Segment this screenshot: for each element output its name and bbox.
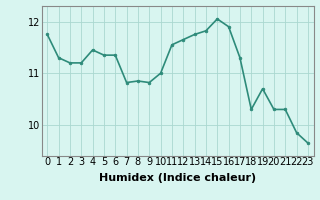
X-axis label: Humidex (Indice chaleur): Humidex (Indice chaleur) <box>99 173 256 183</box>
